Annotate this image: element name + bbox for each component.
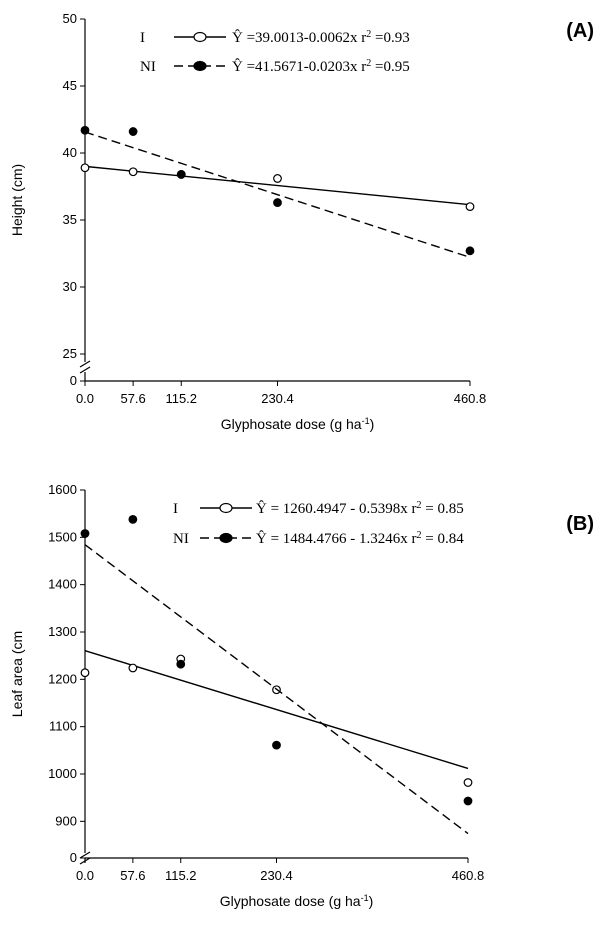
x-tick-label: 57.6 [120,391,145,406]
axis-break-mark [79,360,91,368]
data-point-i [465,202,475,212]
axis-break-mark [79,851,91,859]
x-tick-label: 0.0 [76,868,94,883]
legend-marker [219,502,233,514]
x-tick-label: 115.2 [165,868,197,883]
data-point-i [128,663,138,673]
y-tick-label: 1100 [49,719,77,734]
legend-marker [193,31,207,43]
y-tick-label: 25 [63,346,77,361]
y-tick-label: 45 [63,78,77,93]
data-point-ni [463,796,473,806]
regression-line-ni [84,544,469,835]
y-tick-label: 1600 [48,482,77,497]
legend-equation: Ŷ = 1260.4947 - 0.5398x r2 = 0.85 [256,500,464,518]
x-tick-label: 230.4 [261,391,294,406]
data-point-ni [80,125,90,135]
regression-line-i [84,650,469,770]
data-point-ni [128,514,138,524]
y-tick-label: 30 [63,279,77,294]
x-axis-label: Glyphosate dose (g ha-1) [220,893,374,909]
regression-line-i [84,165,471,206]
legend-series-name: NI [140,59,156,75]
data-point-ni [176,170,186,179]
data-point-i [128,167,138,177]
data-point-i [80,163,90,173]
regression-line-ni [84,131,471,259]
y-tick-label-zero: 0 [70,373,77,388]
x-tick-label: 460.8 [452,868,485,883]
legend-equation: Ŷ =39.0013-0.0062x r2 =0.93 [232,29,410,47]
x-tick-label: 115.2 [165,391,197,406]
chart-panel-2: 900 1000 1100 1200 1300 1400 1500 1600 0 0.0 57.6 1… [9,482,594,909]
y-tick-label: 1000 [48,766,77,781]
chart-panel-1: 25 30 35 40 45 50 0 0.0 57.6 115.2 230.4 460.8 Glyph… [9,11,594,432]
y-tick-label: 50 [63,11,77,26]
y-tick-label: 1500 [48,529,77,544]
data-point-ni [273,198,282,207]
legend-series-name: I [140,30,145,46]
data-point-ni [128,127,138,136]
legend-marker [219,532,233,544]
x-tick-label: 0.0 [76,391,94,406]
axis-break-mark [79,366,91,374]
data-point-i [273,174,282,183]
data-point-i [80,668,90,678]
y-tick-label: 35 [63,212,77,227]
panel-label: (B) [566,513,594,535]
x-axis-label: Glyphosate dose (g ha-1) [221,416,375,432]
legend-equation: Ŷ =41.5671-0.0203x r2 =0.95 [232,58,410,76]
data-point-ni [176,659,186,669]
legend-marker [193,60,207,72]
y-tick-label: 40 [63,145,77,160]
legend-series-name: NI [173,531,189,547]
data-point-ni [272,740,281,750]
legend-series-name: I [173,501,178,517]
x-tick-label: 57.6 [120,868,145,883]
y-tick-label: 900 [55,813,77,828]
panel-label: (A) [566,20,594,42]
data-point-i [463,778,473,787]
data-point-ni [465,246,475,256]
x-tick-label: 460.8 [454,391,487,406]
y-axis-label: Leaf area (cm [9,631,25,717]
x-tick-label: 230.4 [260,868,293,883]
y-axis-label: Height (cm) [9,164,25,236]
legend-equation: Ŷ = 1484.4766 - 1.3246x r2 = 0.84 [256,530,464,548]
y-tick-label: 1300 [48,624,77,639]
y-tick-label: 1400 [48,577,77,592]
y-tick-label: 1200 [48,671,77,686]
y-tick-label-zero: 0 [70,850,77,865]
data-point-ni [80,529,90,538]
